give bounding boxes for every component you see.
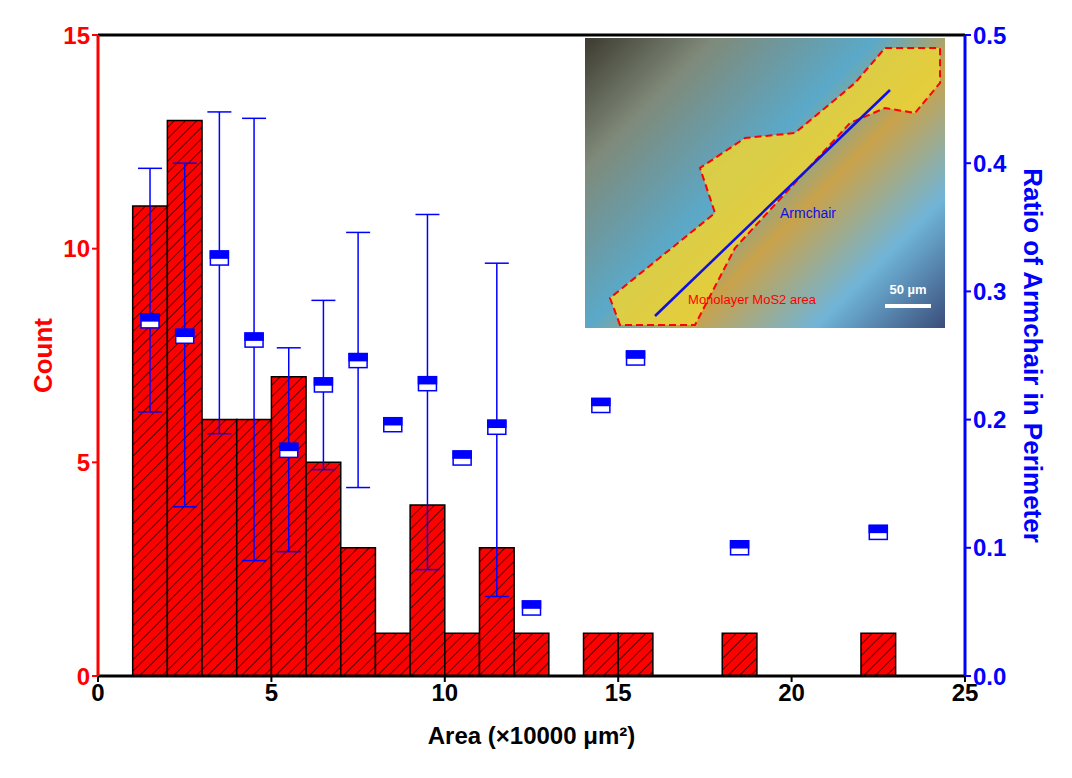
svg-text:0.5: 0.5	[973, 22, 1006, 49]
svg-text:0.2: 0.2	[973, 406, 1006, 433]
svg-text:0.0: 0.0	[973, 663, 1006, 690]
svg-text:0.1: 0.1	[973, 534, 1006, 561]
svg-text:10: 10	[431, 679, 458, 706]
svg-text:0: 0	[77, 663, 90, 690]
svg-text:Ratio of Armchair in Perimeter: Ratio of Armchair in Perimeter	[1018, 168, 1048, 543]
svg-text:15: 15	[63, 22, 90, 49]
svg-text:Count: Count	[28, 318, 58, 393]
svg-text:5: 5	[265, 679, 278, 706]
svg-text:Armchair: Armchair	[780, 205, 836, 221]
svg-text:50 µm: 50 µm	[889, 282, 926, 297]
svg-text:Area (×10000 μm²): Area (×10000 μm²)	[428, 722, 635, 749]
svg-text:10: 10	[63, 235, 90, 262]
svg-text:Monolayer MoS2 area: Monolayer MoS2 area	[688, 292, 817, 307]
svg-text:20: 20	[778, 679, 805, 706]
svg-text:0: 0	[91, 679, 104, 706]
svg-text:0.4: 0.4	[973, 150, 1007, 177]
svg-text:0.3: 0.3	[973, 278, 1006, 305]
svg-text:15: 15	[605, 679, 632, 706]
svg-text:25: 25	[951, 679, 979, 706]
svg-text:5: 5	[77, 449, 90, 476]
